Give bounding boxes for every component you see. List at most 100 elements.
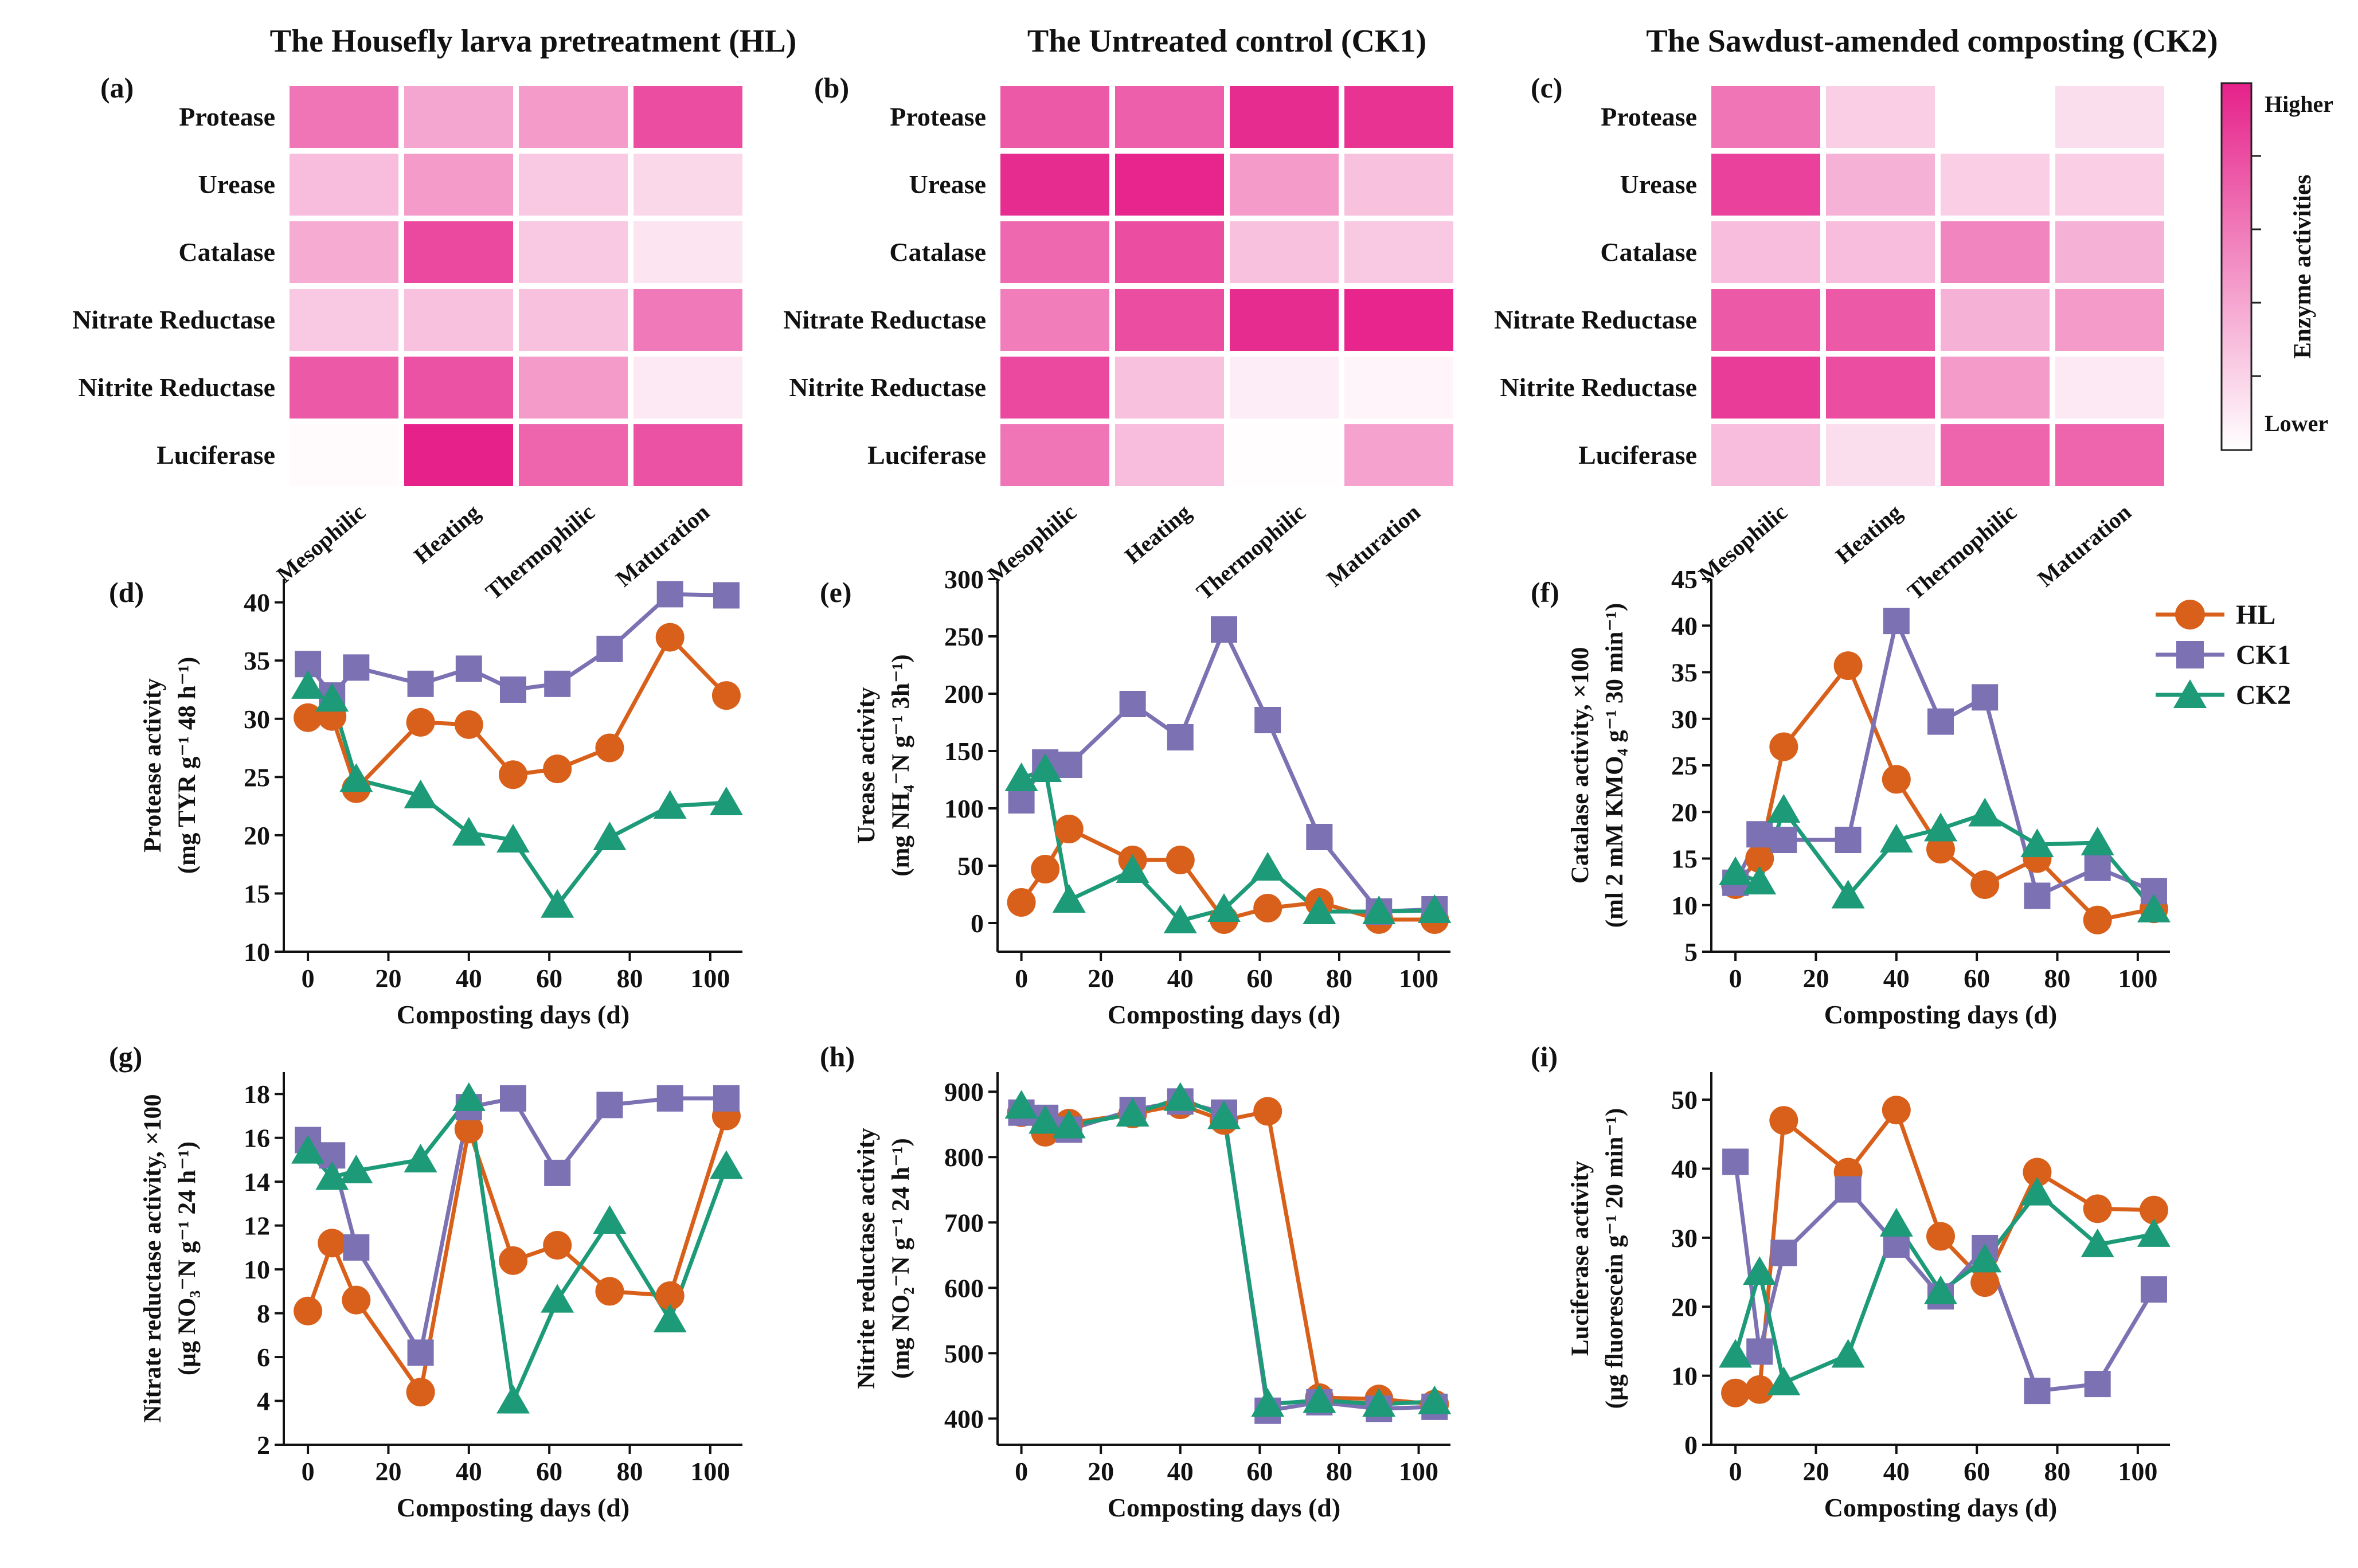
- data-point-ck2: [1968, 797, 2002, 827]
- heatmap-cell: [1826, 86, 1935, 148]
- x-tick-label: 40: [456, 964, 482, 993]
- data-point-ck1: [713, 1085, 740, 1112]
- heatmap-cell: [2055, 357, 2164, 419]
- data-point-hl: [454, 710, 483, 739]
- y-axis-subtitle: (μg fluorescein g⁻¹ 20 min⁻¹): [1601, 1108, 1628, 1409]
- data-point-hl: [711, 681, 741, 710]
- data-point-hl: [1970, 870, 2000, 899]
- y-axis-subtitle: (mg NH₄⁻N g⁻¹ 3h⁻¹): [887, 654, 914, 876]
- x-tick-label: 40: [1883, 1457, 1910, 1486]
- y-tick-label: 50: [957, 851, 984, 881]
- panel-label: (c): [1531, 72, 1563, 104]
- heatmap-cell: [1344, 221, 1453, 283]
- data-point-ck1: [2140, 1276, 2167, 1303]
- heatmap-cell: [404, 289, 513, 351]
- data-point-ck1: [1770, 827, 1797, 853]
- data-point-ck1: [1746, 1338, 1773, 1365]
- data-point-ck1: [1254, 707, 1281, 733]
- data-point-ck2: [291, 670, 325, 699]
- data-point-hl: [1253, 1097, 1282, 1126]
- data-point-ck2: [709, 1150, 743, 1179]
- heatmap-cell: [1230, 86, 1339, 148]
- heatmap-cell: [1000, 221, 1109, 283]
- heatmap-row-label: Nitrate Reductase: [783, 305, 986, 334]
- panel-label: (f): [1531, 576, 1559, 608]
- heatmap-cell: [2055, 289, 2164, 351]
- data-point-ck2: [1719, 1339, 1753, 1368]
- x-axis-title: Composting days (d): [397, 1493, 629, 1522]
- heatmap-cell: [519, 424, 628, 486]
- x-tick-label: 100: [1399, 1457, 1438, 1486]
- data-point-ck1: [1167, 724, 1194, 750]
- x-axis-title: Composting days (d): [1824, 1493, 2057, 1522]
- y-tick-label: 0: [971, 909, 984, 938]
- heatmap-cell: [290, 154, 398, 216]
- x-axis-title: Composting days (d): [1108, 1493, 1340, 1522]
- series-line-ck1: [1733, 1162, 2156, 1393]
- x-tick-label: 80: [2044, 1457, 2071, 1486]
- y-tick-label: 40: [1671, 611, 1698, 640]
- data-point-ck2: [1116, 1097, 1149, 1127]
- legend-marker-ck1: [2176, 641, 2204, 668]
- data-point-ck2: [1251, 852, 1285, 881]
- data-point-ck1: [455, 655, 482, 682]
- y-tick-label: 18: [244, 1080, 270, 1109]
- colorbar-title: Enzyme activities: [2289, 174, 2316, 358]
- y-tick-label: 15: [1671, 844, 1698, 874]
- y-tick-label: 0: [1684, 1430, 1698, 1460]
- data-point-ck2: [291, 1135, 325, 1164]
- heatmap-cell: [634, 154, 742, 216]
- y-tick-label: 800: [944, 1143, 984, 1172]
- y-tick-label: 500: [944, 1339, 984, 1368]
- data-point-ck1: [500, 1085, 526, 1112]
- x-tick-label: 20: [1802, 964, 1829, 993]
- data-point-hl: [1769, 1106, 1798, 1135]
- heatmap-row-label: Nitrate Reductase: [1494, 305, 1697, 334]
- data-point-ck2: [1968, 1244, 2002, 1273]
- heatmap-cell: [1115, 86, 1224, 148]
- y-tick-label: 20: [1671, 797, 1698, 827]
- data-point-ck1: [544, 670, 571, 697]
- x-tick-label: 80: [2044, 964, 2071, 993]
- heatmap-cell: [290, 86, 398, 148]
- legend: HL CK1 CK2: [2156, 600, 2291, 710]
- data-point-hl: [454, 1115, 483, 1144]
- legend-marker-ck2: [2173, 679, 2207, 708]
- x-axis-title: Composting days (d): [1108, 1000, 1340, 1029]
- x-tick-label: 40: [1167, 964, 1194, 993]
- data-point-ck2: [2081, 826, 2114, 855]
- data-point-ck2: [1029, 753, 1062, 782]
- colorbar: Higher Lower Enzyme activities: [2220, 82, 2333, 451]
- data-point-ck2: [653, 790, 687, 819]
- data-point-hl: [1882, 765, 1911, 794]
- data-point-hl: [543, 754, 572, 784]
- data-point-ck1: [1746, 821, 1773, 848]
- series-line-ck2: [1733, 1191, 2154, 1385]
- data-point-ck2: [404, 1143, 437, 1172]
- y-tick-label: 50: [1671, 1085, 1698, 1115]
- x-tick-label: 60: [1246, 964, 1273, 993]
- line-panel-d: (d) 10 15 20 25 30 35 40 0 20 40 60 80 100 Composting …: [109, 576, 743, 1029]
- panel-label: (d): [109, 576, 144, 608]
- heatmap-cell: [519, 289, 628, 351]
- heatmap-cell: [290, 289, 398, 351]
- heatmap-cell: [404, 86, 513, 148]
- heatmap-cell: [1230, 289, 1339, 351]
- y-tick-label: 12: [244, 1211, 270, 1241]
- y-tick-label: 10: [244, 1255, 270, 1284]
- data-point-hl: [1769, 732, 1798, 761]
- y-tick-label: 45: [1671, 565, 1698, 594]
- y-axis-title: Nitrate reductase activity, ×100: [139, 1094, 166, 1422]
- data-point-hl: [1007, 888, 1036, 917]
- data-point-ck2: [1004, 1090, 1038, 1119]
- data-point-ck1: [1927, 708, 1954, 735]
- series-line-ck2: [306, 1096, 729, 1403]
- heatmap-row-label: Nitrate Reductase: [72, 305, 275, 334]
- legend-marker-hl: [2175, 600, 2205, 629]
- y-tick-label: 400: [944, 1404, 984, 1433]
- x-tick-label: 100: [2118, 1457, 2157, 1486]
- data-point-ck1: [343, 1234, 370, 1261]
- legend-label-ck2: CK2: [2236, 680, 2291, 710]
- heatmap-cell: [2055, 424, 2164, 486]
- x-tick-label: 80: [617, 1457, 643, 1486]
